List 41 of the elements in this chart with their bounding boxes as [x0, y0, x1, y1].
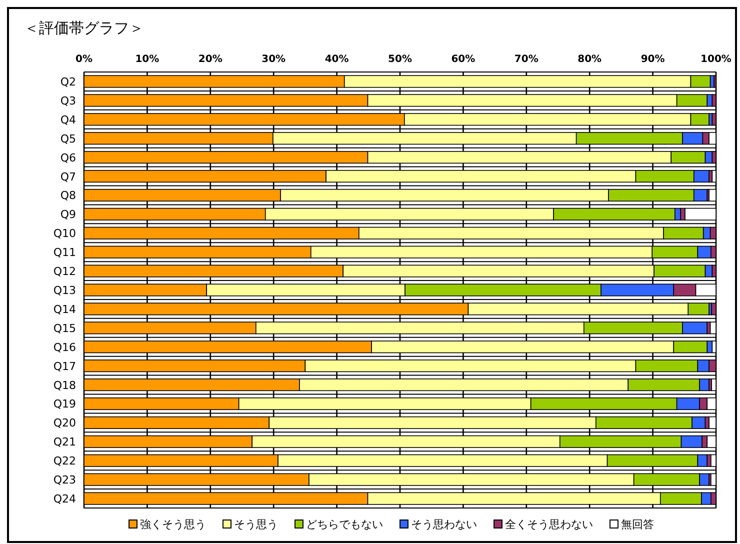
- y-tick-label: Q18: [53, 378, 76, 392]
- x-tick-label: 80%: [578, 54, 602, 65]
- y-tick-label: Q6: [60, 151, 76, 164]
- chart-title: ＜評価帯グラフ＞: [24, 19, 144, 37]
- x-tick-label: 30%: [262, 54, 286, 65]
- y-tick-label: Q20: [53, 416, 76, 430]
- y-tick-label: Q17: [53, 360, 76, 373]
- x-tick-label: 90%: [640, 54, 665, 65]
- y-tick-label: Q12: [53, 265, 76, 278]
- legend-label: どちらでもない: [306, 518, 383, 531]
- y-tick-label: Q14: [53, 302, 76, 316]
- y-tick-label: Q10: [53, 227, 76, 240]
- x-tick-label: 40%: [324, 54, 349, 65]
- legend-label: そう思う: [234, 518, 278, 531]
- y-tick-label: Q22: [53, 454, 76, 468]
- y-tick-label: Q7: [60, 170, 76, 184]
- legend-label: そう思わない: [411, 518, 477, 531]
- legend-label: 強くそう思う: [140, 518, 206, 531]
- legend-label: 無回答: [621, 518, 654, 531]
- y-tick-label: Q15: [53, 322, 76, 335]
- y-tick-label: Q11: [53, 246, 76, 260]
- x-tick-label: 100%: [700, 54, 732, 65]
- x-tick-label: 10%: [135, 54, 160, 65]
- y-tick-label: Q16: [53, 340, 76, 354]
- y-tick-label: Q24: [53, 492, 76, 506]
- x-tick-label: 20%: [198, 54, 222, 65]
- x-tick-label: 50%: [388, 54, 412, 65]
- x-tick-label: 70%: [514, 54, 538, 65]
- x-tick-label: 60%: [451, 54, 476, 65]
- y-tick-label: Q21: [53, 436, 76, 449]
- y-tick-label: Q19: [53, 398, 76, 411]
- y-tick-label: Q2: [60, 75, 76, 88]
- x-tick-label: 0%: [76, 54, 92, 65]
- y-tick-label: Q9: [60, 208, 76, 222]
- y-tick-label: Q3: [60, 94, 76, 108]
- y-tick-label: Q13: [53, 284, 76, 297]
- y-tick-label: Q8: [60, 189, 76, 202]
- y-tick-label: Q23: [53, 474, 76, 487]
- legend-label: 全くそう思わない: [505, 518, 593, 531]
- y-tick-label: Q4: [60, 113, 76, 126]
- y-tick-label: Q5: [60, 132, 76, 146]
